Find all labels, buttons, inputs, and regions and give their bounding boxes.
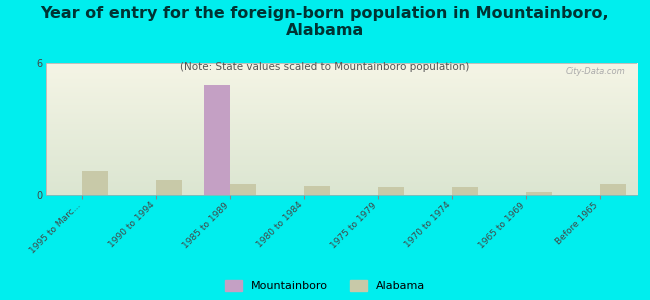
Bar bbox=[304, 186, 330, 195]
Text: (Note: State values scaled to Mountainboro population): (Note: State values scaled to Mountainbo… bbox=[180, 61, 470, 71]
Bar bbox=[378, 187, 404, 195]
Legend: Mountainboro, Alabama: Mountainboro, Alabama bbox=[225, 280, 425, 291]
Bar bbox=[526, 192, 552, 195]
Text: Year of entry for the foreign-born population in Mountainboro,
Alabama: Year of entry for the foreign-born popul… bbox=[41, 6, 609, 38]
Bar bbox=[83, 171, 109, 195]
Bar bbox=[205, 85, 230, 195]
Bar bbox=[452, 187, 478, 195]
Bar bbox=[230, 184, 256, 195]
Bar bbox=[600, 184, 626, 195]
Text: City-Data.com: City-Data.com bbox=[566, 67, 625, 76]
Bar bbox=[157, 180, 182, 195]
